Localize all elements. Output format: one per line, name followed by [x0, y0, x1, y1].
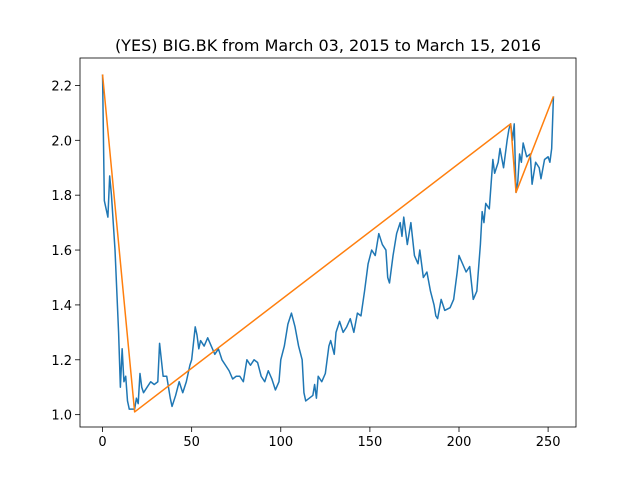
y-tick-label: 2.0 — [51, 134, 72, 149]
y-tick-label: 1.6 — [51, 244, 72, 259]
x-tick-label: 100 — [268, 435, 293, 450]
y-tick-label: 1.4 — [51, 299, 72, 314]
data-line — [101, 74, 555, 410]
x-tick-label: 150 — [357, 435, 382, 450]
chart-title: (YES) BIG.BK from March 03, 2015 to Marc… — [115, 36, 541, 55]
x-tick-label: 50 — [183, 435, 200, 450]
data-line — [101, 74, 555, 413]
x-tick-label: 0 — [98, 435, 106, 450]
y-tick-label: 2.2 — [51, 79, 72, 94]
x-tick-label: 250 — [536, 435, 561, 450]
x-tick-label: 200 — [447, 435, 472, 450]
y-tick-label: 1.8 — [51, 189, 72, 204]
y-tick-label: 1.2 — [51, 354, 72, 369]
y-tick-label: 1.0 — [51, 409, 72, 424]
axes-frame — [79, 57, 577, 428]
